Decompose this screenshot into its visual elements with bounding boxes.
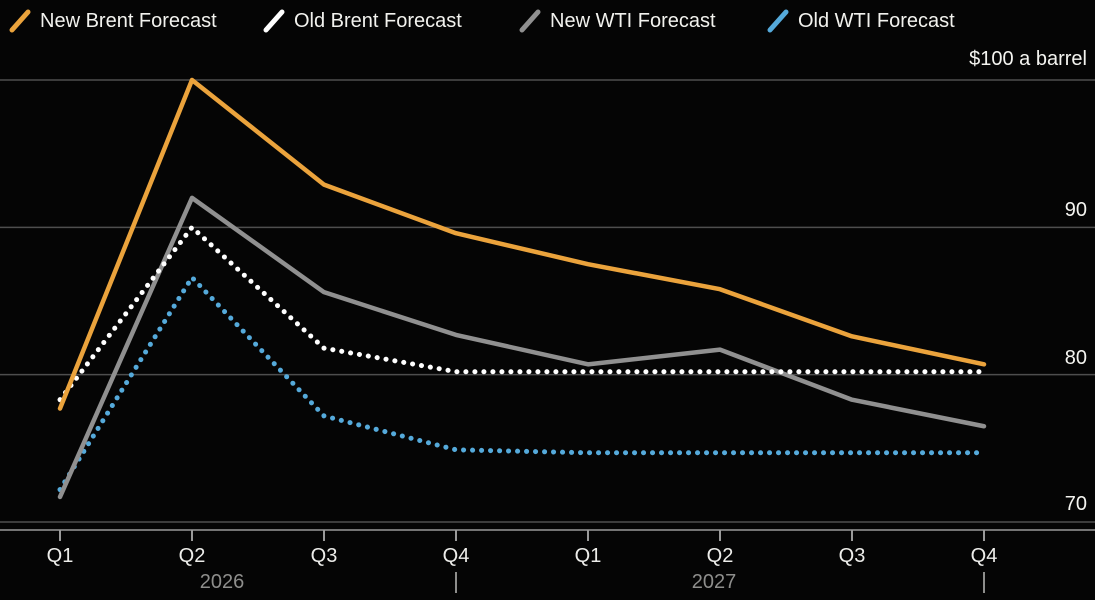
legend-item-new-brent[interactable]: New Brent Forecast xyxy=(8,6,217,36)
x-axis-label-q1-2027: Q1 xyxy=(574,545,602,567)
chart-legend: New Brent Forecast Old Brent Forecast Ne… xyxy=(0,6,1095,42)
year-label-2027: 2027 xyxy=(691,571,737,593)
legend-label: Old Brent Forecast xyxy=(294,10,462,32)
legend-item-old-wti[interactable]: Old WTI Forecast xyxy=(766,6,955,36)
year-divider-tick xyxy=(455,572,457,593)
legend-item-new-wti[interactable]: New WTI Forecast xyxy=(518,6,716,36)
y-axis-label-70: 70 xyxy=(1064,493,1087,515)
line-swatch-icon xyxy=(262,7,286,35)
x-axis-label-q3-2027: Q3 xyxy=(838,545,866,567)
x-axis-label-q1-2026: Q1 xyxy=(46,545,74,567)
legend-label: New WTI Forecast xyxy=(550,10,716,32)
line-swatch-icon xyxy=(518,7,542,35)
year-label-2026: 2026 xyxy=(199,571,245,593)
x-axis-label-q4-2026: Q4 xyxy=(442,545,470,567)
y-axis-label-80: 80 xyxy=(1064,347,1087,369)
line-swatch-icon xyxy=(766,7,790,35)
x-axis-label-q3-2026: Q3 xyxy=(310,545,338,567)
x-axis-label-q4-2027: Q4 xyxy=(970,545,998,567)
x-axis-label-q2-2027: Q2 xyxy=(706,545,734,567)
legend-label: Old WTI Forecast xyxy=(798,10,955,32)
y-axis-label-90: 90 xyxy=(1064,199,1087,221)
year-divider-tick xyxy=(983,572,985,593)
y-axis-label-100: $100 a barrel xyxy=(969,48,1087,70)
legend-item-old-brent[interactable]: Old Brent Forecast xyxy=(262,6,462,36)
x-axis-label-q2-2026: Q2 xyxy=(178,545,206,567)
line-swatch-icon xyxy=(8,7,32,35)
legend-label: New Brent Forecast xyxy=(40,10,217,32)
